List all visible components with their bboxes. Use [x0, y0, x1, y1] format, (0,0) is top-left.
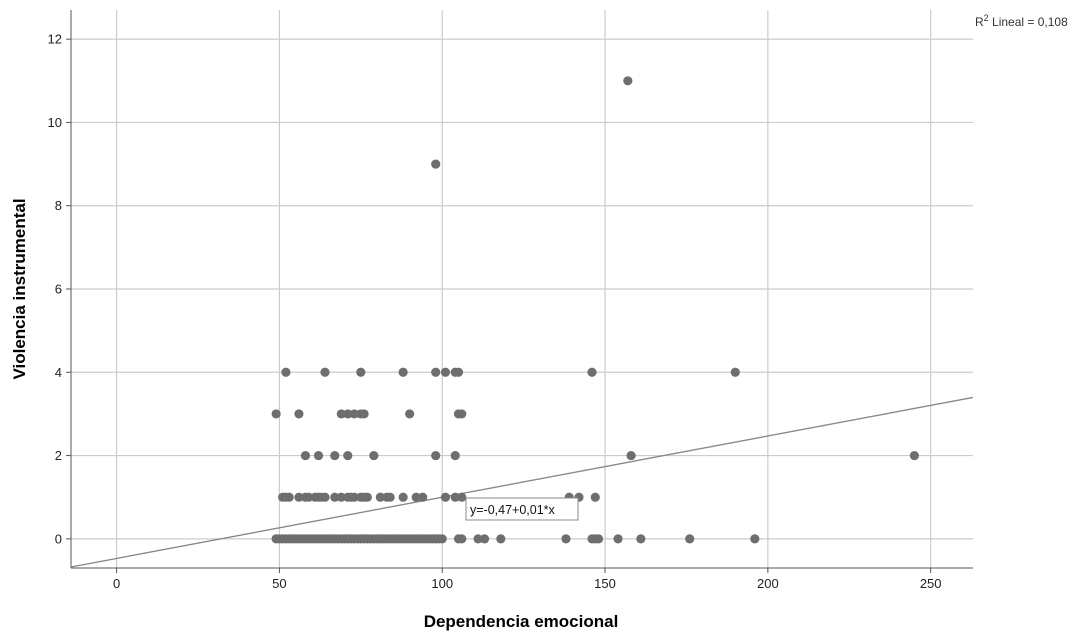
x-tick-label: 200 [757, 576, 779, 591]
r2-label-prefix: R [975, 15, 984, 29]
r2-label-rest: Lineal = 0,108 [989, 15, 1068, 29]
x-tick-label: 0 [113, 576, 120, 591]
axes [66, 10, 973, 573]
y-tick-label: 12 [48, 32, 62, 47]
y-tick-label: 0 [55, 531, 62, 546]
data-point [623, 76, 632, 85]
data-point [418, 493, 427, 502]
data-point [731, 368, 740, 377]
data-point [359, 409, 368, 418]
data-point [330, 451, 339, 460]
x-tick-label: 150 [594, 576, 616, 591]
y-tick-label: 8 [55, 198, 62, 213]
x-tick-label: 250 [920, 576, 942, 591]
grid-lines [71, 10, 973, 568]
y-tick-label: 6 [55, 282, 62, 297]
data-point [454, 368, 463, 377]
data-point [431, 159, 440, 168]
data-point [285, 493, 294, 502]
y-tick-label: 10 [48, 115, 62, 130]
data-point [294, 409, 303, 418]
data-points [272, 76, 919, 543]
data-point [369, 451, 378, 460]
data-point [561, 534, 570, 543]
data-point [626, 451, 635, 460]
x-tick-label: 100 [431, 576, 453, 591]
data-point [587, 368, 596, 377]
x-tick-label: 50 [272, 576, 286, 591]
data-point [343, 451, 352, 460]
r2-label: R2 Lineal = 0,108 [975, 13, 1068, 29]
data-point [457, 409, 466, 418]
data-point [591, 493, 600, 502]
data-point [457, 493, 466, 502]
fit-equation-label: y=-0,47+0,01*x [470, 503, 556, 517]
data-point [685, 534, 694, 543]
data-point [399, 368, 408, 377]
data-point [281, 368, 290, 377]
data-point [613, 534, 622, 543]
fit-line [71, 397, 973, 567]
data-point [750, 534, 759, 543]
data-point [301, 451, 310, 460]
data-point [405, 409, 414, 418]
data-point [910, 451, 919, 460]
data-point [314, 451, 323, 460]
data-point [451, 451, 460, 460]
y-tick-label: 4 [55, 365, 62, 380]
data-point [431, 368, 440, 377]
data-point [399, 493, 408, 502]
data-point [320, 493, 329, 502]
y-axis-title: Violencia instrumental [10, 198, 29, 379]
data-point [431, 451, 440, 460]
data-point [386, 493, 395, 502]
data-point [496, 534, 505, 543]
data-point [441, 493, 450, 502]
data-point [356, 368, 365, 377]
data-point [363, 493, 372, 502]
fit-equation-box: y=-0,47+0,01*x [466, 498, 578, 520]
data-point [636, 534, 645, 543]
data-point [594, 534, 603, 543]
data-point [320, 368, 329, 377]
x-axis-title: Dependencia emocional [424, 612, 619, 631]
data-point [457, 534, 466, 543]
data-point [480, 534, 489, 543]
data-point [441, 368, 450, 377]
data-point [438, 534, 447, 543]
data-point [272, 409, 281, 418]
y-tick-label: 2 [55, 448, 62, 463]
